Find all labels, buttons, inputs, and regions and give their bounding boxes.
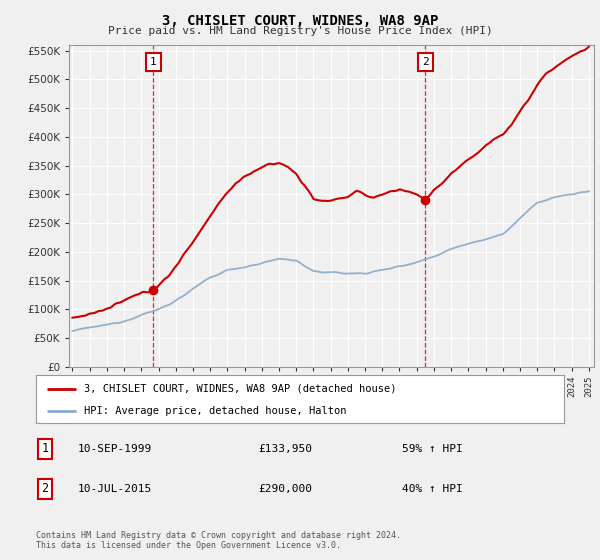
Text: 3, CHISLET COURT, WIDNES, WA8 9AP: 3, CHISLET COURT, WIDNES, WA8 9AP [162, 14, 438, 28]
Text: Price paid vs. HM Land Registry's House Price Index (HPI): Price paid vs. HM Land Registry's House … [107, 26, 493, 36]
Text: 3, CHISLET COURT, WIDNES, WA8 9AP (detached house): 3, CHISLET COURT, WIDNES, WA8 9AP (detac… [83, 384, 396, 394]
Text: £290,000: £290,000 [258, 484, 312, 494]
Text: 40% ↑ HPI: 40% ↑ HPI [402, 484, 463, 494]
Text: Contains HM Land Registry data © Crown copyright and database right 2024.
This d: Contains HM Land Registry data © Crown c… [36, 531, 401, 550]
Text: HPI: Average price, detached house, Halton: HPI: Average price, detached house, Halt… [83, 406, 346, 416]
Text: 59% ↑ HPI: 59% ↑ HPI [402, 444, 463, 454]
Text: 2: 2 [422, 57, 428, 67]
Text: 1: 1 [150, 57, 157, 67]
Text: 1: 1 [41, 442, 49, 455]
Text: £133,950: £133,950 [258, 444, 312, 454]
Text: 2: 2 [41, 482, 49, 496]
Text: 10-JUL-2015: 10-JUL-2015 [78, 484, 152, 494]
Text: 10-SEP-1999: 10-SEP-1999 [78, 444, 152, 454]
